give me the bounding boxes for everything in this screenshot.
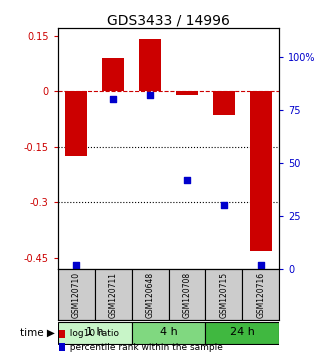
Bar [205,321,279,344]
Bar [58,269,95,320]
Bar [250,91,272,251]
Point [74,262,79,268]
Bar [176,91,198,95]
Text: GSM120716: GSM120716 [256,272,265,318]
Bar [132,269,169,320]
Text: 4 h: 4 h [160,327,178,337]
Bar [242,269,279,320]
Bar [213,91,235,115]
Bar [169,269,205,320]
Title: GDS3433 / 14996: GDS3433 / 14996 [107,13,230,27]
Bar [205,269,242,320]
Text: log10 ratio: log10 ratio [64,329,119,338]
Text: 24 h: 24 h [230,327,255,337]
Text: GSM120648: GSM120648 [145,272,155,318]
Bar [132,321,205,344]
Point [221,202,226,208]
Text: GSM120710: GSM120710 [72,272,81,318]
Bar [65,91,87,156]
Text: time ▶: time ▶ [20,328,55,338]
Point [258,262,263,268]
Text: GSM120708: GSM120708 [182,272,192,318]
Bar [95,269,132,320]
Point [147,92,153,98]
Point [184,177,189,183]
Point [110,96,116,102]
Text: GSM120711: GSM120711 [108,272,118,318]
Text: percentile rank within the sample: percentile rank within the sample [64,343,223,352]
Bar [139,39,161,91]
Text: 1 h: 1 h [86,327,103,337]
Bar [58,321,132,344]
Text: GSM120715: GSM120715 [219,272,229,318]
Bar [102,58,124,91]
